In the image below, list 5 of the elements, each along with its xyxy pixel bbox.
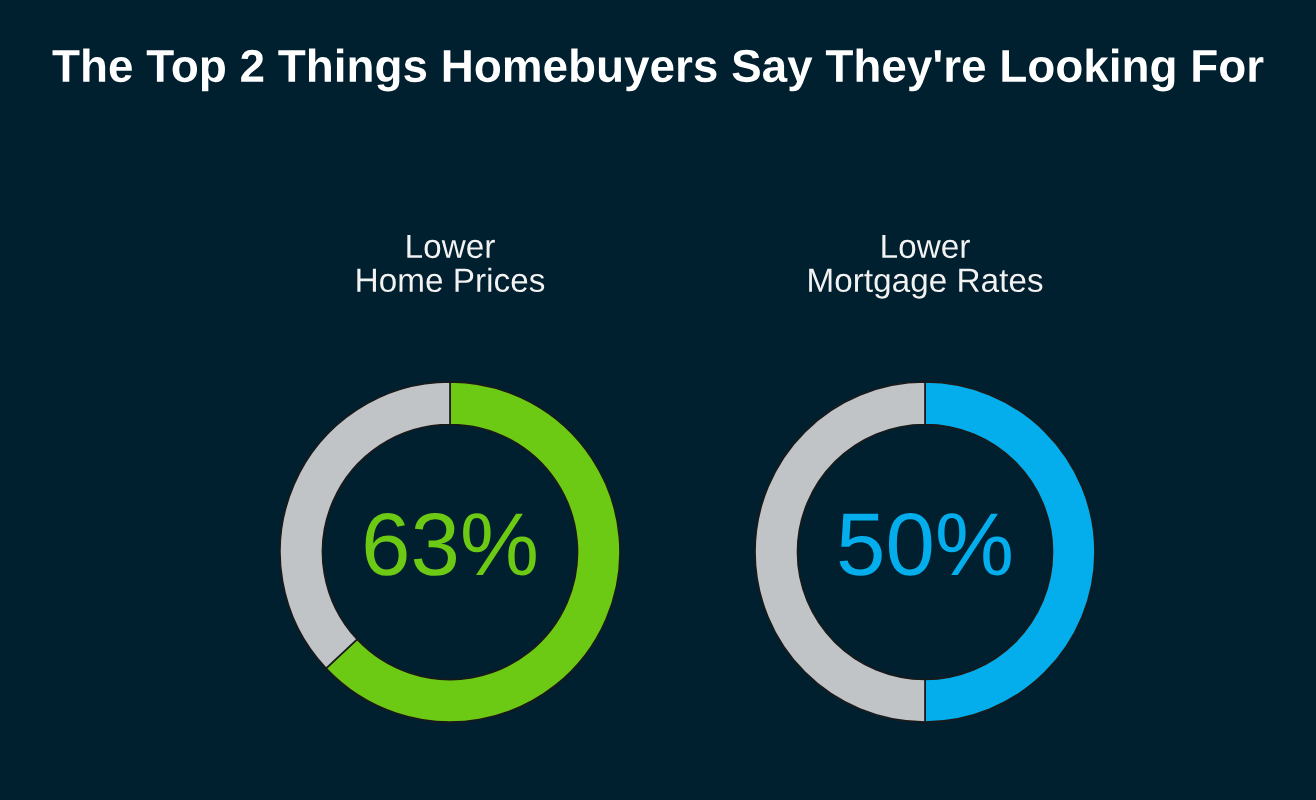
- chart-title: Lower Mortgage Rates: [809, 234, 1043, 299]
- chart-title: Lower Home Prices: [357, 234, 545, 293]
- data-label: 50%: [839, 512, 1011, 576]
- text: The Top 2 Things Homebuyers Say They're Looking For: [52, 48, 1264, 92]
- data-label: 63%: [365, 512, 536, 576]
